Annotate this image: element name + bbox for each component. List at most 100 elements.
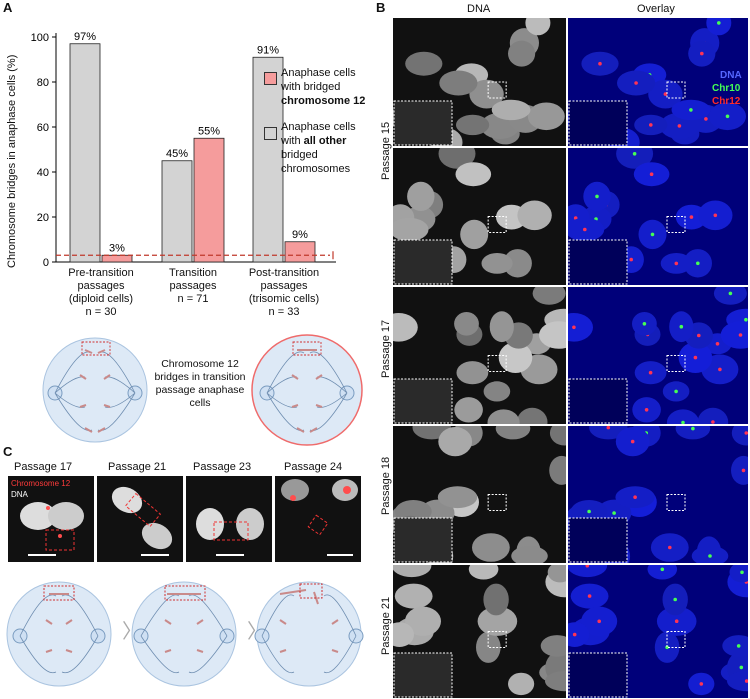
nucleus — [720, 321, 748, 349]
fish-signal — [649, 123, 653, 127]
legend-gray-line2: with all other — [281, 135, 346, 147]
fish-signal — [606, 426, 611, 430]
nucleus — [675, 426, 711, 440]
fish-signal — [595, 194, 599, 199]
category-label-pre: Pre-transition passages (diploid cells) … — [56, 267, 146, 319]
fish-signal — [725, 114, 730, 119]
nucleus — [540, 635, 566, 657]
fish-signal — [630, 439, 635, 444]
nucleus — [393, 622, 414, 647]
schematic-c-sequence: 〉 〉 — [6, 581, 364, 687]
stain-label-chr12: Chromosome 12 — [11, 479, 71, 488]
zoom-inset — [568, 652, 628, 698]
panel-c-letter: C — [3, 444, 13, 459]
nucleus — [481, 253, 513, 274]
zoom-inset — [568, 100, 628, 146]
schematic-c-3 — [254, 581, 364, 687]
nucleus — [456, 361, 489, 385]
nucleus — [393, 313, 418, 342]
nucleus — [549, 455, 566, 485]
fish-signal — [744, 317, 748, 322]
fish-signal — [650, 232, 655, 237]
chromatin-shapes — [111, 486, 173, 556]
nucleus — [455, 162, 492, 187]
fish-signal — [717, 21, 721, 25]
nucleus — [489, 311, 514, 343]
nuclei-field — [568, 287, 748, 424]
nucleus — [722, 635, 748, 657]
spindle-schematic-bridged — [251, 334, 363, 446]
nucleus — [727, 671, 748, 692]
nuclei-field — [393, 426, 566, 563]
row-label-passage-17: Passage 17 — [380, 319, 392, 378]
roi-box — [487, 494, 507, 511]
overlay-legend-dna: DNA — [720, 70, 742, 81]
roi-box — [487, 631, 507, 648]
roi-box — [666, 631, 686, 648]
fish-signal — [632, 152, 637, 156]
nucleus — [729, 565, 748, 583]
fish-signal — [679, 324, 684, 329]
y-tick-label: 20 — [37, 212, 49, 224]
micrograph-c-23 — [186, 476, 272, 562]
data-label: 55% — [198, 125, 220, 137]
nucleus — [491, 99, 531, 121]
dna-micrograph-row-2 — [393, 287, 566, 424]
legend-swatch-red — [264, 72, 277, 85]
nucleus — [438, 427, 473, 457]
nucleus — [503, 249, 532, 278]
nucleus — [437, 486, 478, 509]
roi-box — [666, 494, 686, 511]
nucleus — [476, 631, 501, 663]
passage-label-c-24: Passage 24 — [284, 461, 343, 473]
nucleus — [498, 342, 533, 373]
overlay-micrograph-row-2 — [568, 287, 748, 424]
y-axis-label: Chromosome bridges in anaphase cells (%) — [6, 54, 18, 268]
fish-signal — [572, 632, 577, 637]
fish-signal — [585, 565, 590, 568]
passage-label-c-23: Passage 23 — [193, 461, 252, 473]
nucleus — [508, 40, 536, 67]
fish-signal — [612, 511, 616, 515]
nucleus — [468, 565, 499, 580]
roi-box — [487, 216, 507, 233]
zoom-inset — [393, 239, 453, 285]
fish-signal — [648, 370, 653, 375]
spindle-schematic-normal — [42, 337, 148, 443]
schematic-c-1 — [6, 581, 112, 687]
fish-signal — [644, 408, 649, 412]
fish-signal — [741, 468, 746, 473]
legend-swatch-gray — [264, 127, 277, 140]
nuclei-field — [393, 148, 552, 285]
nucleus — [454, 397, 483, 423]
nucleus — [516, 407, 548, 424]
legend-red-line2: with bridged — [281, 81, 341, 93]
fish-signal — [668, 545, 672, 550]
nuclei-field — [568, 426, 748, 563]
roi-box — [666, 81, 686, 99]
nuclei-field — [568, 18, 746, 146]
fish-signal — [642, 322, 647, 326]
nucleus — [439, 70, 478, 96]
nucleus — [527, 102, 565, 131]
data-label: 45% — [166, 148, 188, 160]
nucleus — [731, 426, 748, 446]
fish-signal — [674, 619, 679, 623]
nucleus — [405, 51, 443, 76]
bar-other-1 — [161, 160, 193, 263]
fish-signal — [704, 117, 708, 121]
roi-box — [487, 81, 507, 99]
overlay-legend-chr12: Chr12 — [712, 96, 741, 107]
legend-gray-line3: bridged — [281, 149, 318, 161]
fish-signal — [587, 509, 591, 514]
fish-signal — [663, 92, 668, 96]
cat-pre-l1: Pre-transition — [68, 267, 134, 279]
cat-pre-l4: n = 30 — [85, 306, 117, 318]
nucleus — [456, 114, 490, 136]
nucleus — [666, 409, 700, 424]
micrograph-c-17 — [8, 476, 94, 562]
fish-signal — [700, 51, 704, 56]
cat-tr-l3: n = 71 — [177, 293, 209, 305]
data-label: 9% — [292, 229, 308, 241]
bar-chart: 0 20 40 60 80 100 97% 45% 91% 3% 55% 9% — [31, 31, 336, 269]
